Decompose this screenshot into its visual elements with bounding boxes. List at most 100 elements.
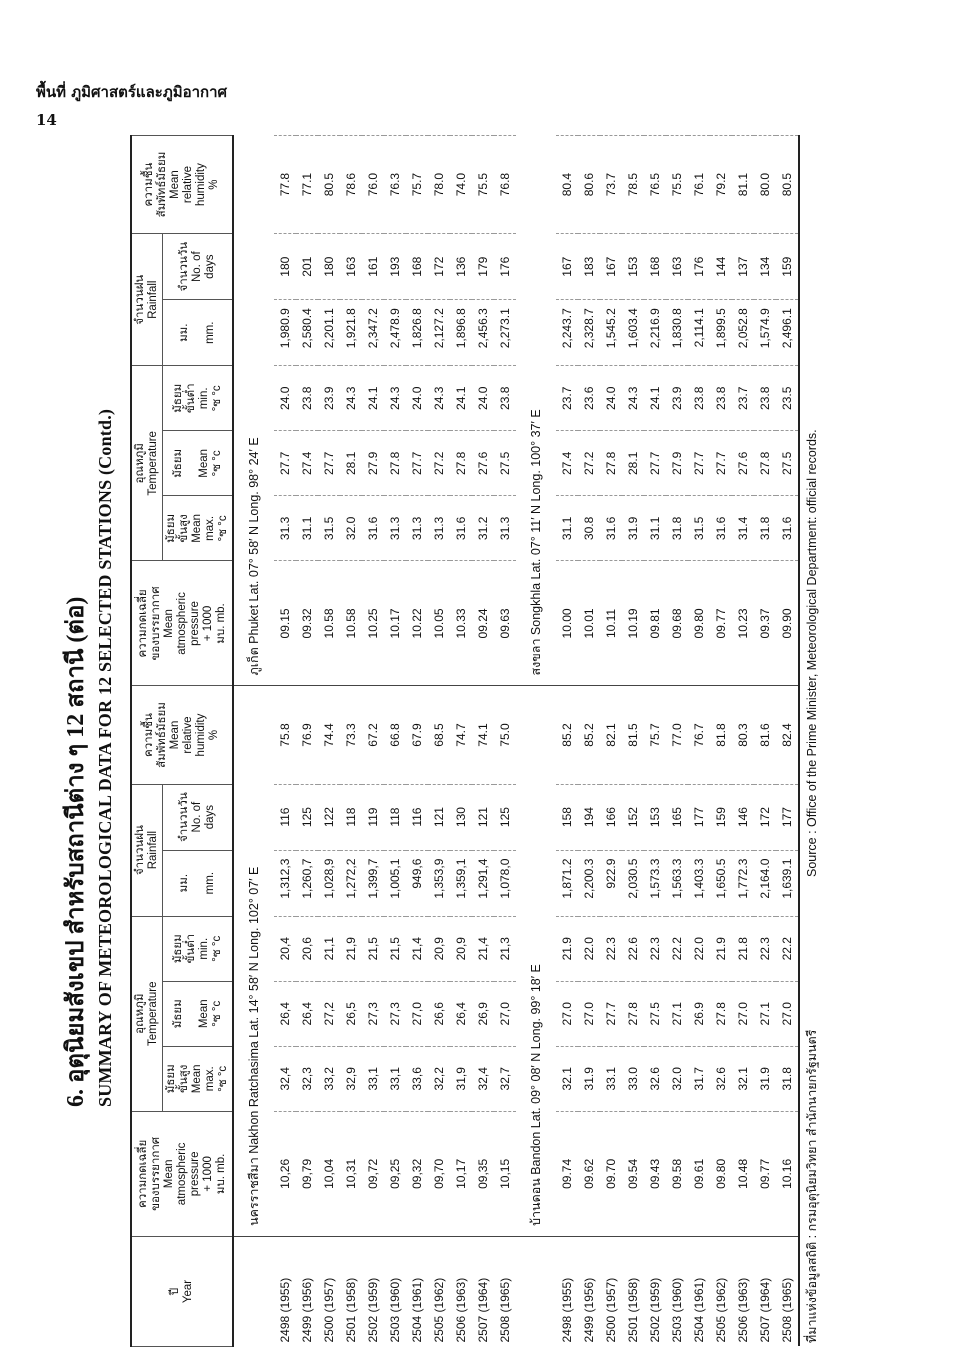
data-cell: 27.2 <box>578 430 600 496</box>
page-header: พื้นที่ ภูมิศาสตร์และภูมิอากาศ 14 <box>36 78 227 134</box>
data-cell: 76.3 <box>384 135 406 234</box>
data-cell: 10,26 <box>274 1111 296 1237</box>
data-cell: 09.80 <box>710 1111 732 1237</box>
data-cell: 166 <box>600 784 622 851</box>
data-cell: 159 <box>776 233 799 300</box>
data-cell: 22.3 <box>644 916 666 982</box>
data-cell: 20,6 <box>296 916 318 982</box>
data-cell: 24.0 <box>406 365 428 431</box>
data-cell: 1,650.5 <box>710 850 732 917</box>
table-title: 6. อุตุนิยมสังเขป สำหรับสถานีต่าง ๆ 12 ส… <box>58 125 130 1347</box>
data-cell: 31.5 <box>688 495 710 561</box>
station-label: สงขลา Songkhla Lat. 07° 11′ N Long. 100°… <box>529 409 543 676</box>
data-cell: 23.7 <box>732 365 754 431</box>
data-cell: 23.8 <box>754 365 776 431</box>
data-cell: 172 <box>754 784 776 851</box>
header-mean: มัธยม Mean °ซ °c <box>162 430 233 496</box>
data-cell: 31.5 <box>318 495 340 561</box>
data-cell: 22.0 <box>688 916 710 982</box>
data-cell: 09,70 <box>428 1111 450 1237</box>
table-row: 2507 (1964) 09,35 32,4 26,9 21,4 1,291,4 121 74… <box>472 135 494 1347</box>
data-cell: 09,72 <box>362 1111 384 1237</box>
data-cell: 09.81 <box>644 560 666 686</box>
station-label: บ้านดอน Bandon Lat. 09° 08′ N Long. 99° … <box>516 686 556 1237</box>
table-row: 2499 (1956) 09.62 31.9 27.0 22.0 2,200.3 194 85… <box>578 135 600 1347</box>
data-cell: 27,3 <box>384 981 406 1047</box>
data-cell: 73.3 <box>340 686 362 785</box>
data-cell: 75.5 <box>472 135 494 234</box>
header-rainfall: จำนวนฝน Rainfall <box>131 233 163 366</box>
data-cell: 1,896.8 <box>450 299 472 366</box>
data-cell: 24.1 <box>362 365 384 431</box>
data-cell: 1,980.9 <box>274 299 296 366</box>
data-cell: 31.6 <box>776 495 799 561</box>
data-cell: 31.3 <box>406 495 428 561</box>
data-cell: 31.6 <box>362 495 384 561</box>
data-cell: 922.9 <box>600 850 622 917</box>
data-cell: 26,5 <box>340 981 362 1047</box>
data-cell: 158 <box>556 784 578 851</box>
data-cell: 10,15 <box>494 1111 516 1237</box>
header-max: มัธยม ขั้นสูง Mean max. °ซ °c <box>162 495 233 561</box>
year-cell: 2503 (1960) <box>666 1236 688 1347</box>
data-cell: 80.5 <box>776 135 799 234</box>
data-cell: 81.8 <box>710 686 732 785</box>
data-cell: 31.1 <box>556 495 578 561</box>
data-cell: 1,005,1 <box>384 850 406 917</box>
data-cell: 30.8 <box>578 495 600 561</box>
data-cell: 121 <box>428 784 450 851</box>
data-cell: 32.6 <box>644 1046 666 1112</box>
data-cell: 09,25 <box>384 1111 406 1237</box>
data-cell: 27.5 <box>494 430 516 496</box>
data-cell: 80.0 <box>754 135 776 234</box>
data-cell: 09.68 <box>666 560 688 686</box>
data-cell: 183 <box>578 233 600 300</box>
data-cell: 1,399,7 <box>362 850 384 917</box>
data-cell: 80.5 <box>318 135 340 234</box>
table-row: 2505 (1962) 09,70 32,2 26,6 20,9 1,353,9 121 68… <box>428 135 450 1347</box>
data-cell: 28.1 <box>622 430 644 496</box>
data-cell: 32,2 <box>428 1046 450 1112</box>
year-cell: 2502 (1959) <box>644 1236 666 1347</box>
data-cell: 74.1 <box>472 686 494 785</box>
title-english: SUMMARY OF METEOROLOGICAL DATA FOR 12 SE… <box>95 408 115 1107</box>
data-cell: 27.8 <box>710 981 732 1047</box>
data-cell: 67.2 <box>362 686 384 785</box>
data-cell: 1,312,3 <box>274 850 296 917</box>
data-cell: 1,545.2 <box>600 299 622 366</box>
data-cell: 136 <box>450 233 472 300</box>
data-cell: 137 <box>732 233 754 300</box>
data-cell: 2,216.9 <box>644 299 666 366</box>
data-cell: 2,030.5 <box>622 850 644 917</box>
data-cell: 10.58 <box>318 560 340 686</box>
data-cell: 24.3 <box>428 365 450 431</box>
data-cell: 09.80 <box>688 560 710 686</box>
data-cell: 1,359,1 <box>450 850 472 917</box>
data-cell: 21,1 <box>318 916 340 982</box>
header-humidity: ความชื้น สัมพัทธ์มัธยม Mean relative hum… <box>131 135 233 234</box>
year-cell: 2501 (1958) <box>340 1236 362 1347</box>
page-number: 14 <box>36 111 57 129</box>
data-cell: 176 <box>494 233 516 300</box>
data-cell: 24.0 <box>472 365 494 431</box>
data-cell: 21,5 <box>384 916 406 982</box>
data-cell: 144 <box>710 233 732 300</box>
data-cell: 167 <box>556 233 578 300</box>
data-cell: 134 <box>754 233 776 300</box>
data-cell: 33,6 <box>406 1046 428 1112</box>
data-cell: 201 <box>296 233 318 300</box>
year-cell: 2508 (1965) <box>776 1236 799 1347</box>
data-cell: 121 <box>472 784 494 851</box>
data-cell: 33,2 <box>318 1046 340 1112</box>
data-cell: 10,04 <box>318 1111 340 1237</box>
data-cell: 10.58 <box>340 560 362 686</box>
data-cell: 153 <box>644 784 666 851</box>
data-cell: 31.1 <box>644 495 666 561</box>
data-cell: 32,4 <box>274 1046 296 1112</box>
data-cell: 116 <box>274 784 296 851</box>
data-cell: 31.4 <box>732 495 754 561</box>
data-cell: 76.7 <box>688 686 710 785</box>
data-cell: 27.0 <box>776 981 799 1047</box>
data-cell: 118 <box>340 784 362 851</box>
data-cell: 1,563.3 <box>666 850 688 917</box>
